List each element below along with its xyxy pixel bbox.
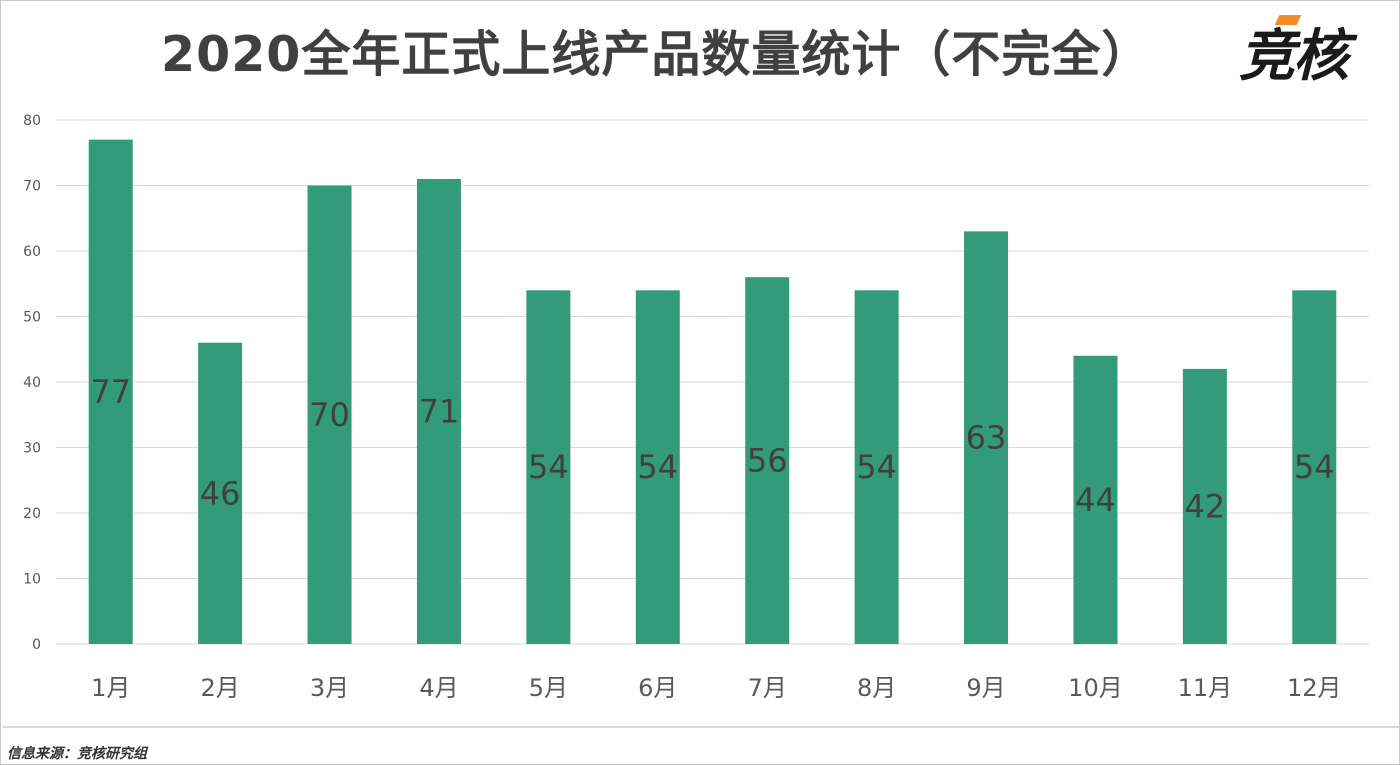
logo-text: 竞核: [1239, 24, 1349, 89]
bar: [198, 342, 243, 644]
y-tick-label: 50: [23, 310, 41, 326]
x-category-label: 11月: [1178, 674, 1233, 702]
x-category-label: 4月: [419, 674, 458, 702]
data-label: 54: [1294, 448, 1335, 486]
x-category-label: 5月: [529, 674, 568, 702]
data-label: 44: [1075, 481, 1116, 519]
y-tick-label: 30: [23, 441, 41, 457]
y-tick-label: 80: [23, 113, 41, 129]
data-label: 70: [309, 396, 350, 434]
x-category-label: 10月: [1068, 674, 1123, 702]
y-tick-label: 20: [23, 506, 41, 522]
bar: [307, 185, 352, 644]
x-category-label: 7月: [748, 674, 787, 702]
bar-chart: 0 10 20 30 40 50 60 70 80 77 1月 46 2月 70 3月 71 4月 54 5月 54 6…: [23, 113, 1369, 702]
data-label: 46: [200, 474, 241, 512]
bar: [745, 277, 790, 644]
bar: [635, 290, 680, 644]
data-label: 77: [90, 373, 131, 411]
brand-logo: 竞核: [1239, 11, 1389, 89]
data-label: 54: [856, 448, 897, 486]
bar: [416, 178, 461, 644]
y-tick-label: 10: [23, 572, 41, 588]
bar: [1073, 355, 1118, 644]
x-category-label: 6月: [638, 674, 677, 702]
data-label: 71: [419, 392, 460, 430]
bar: [526, 290, 571, 644]
bar: [1292, 290, 1337, 644]
x-category-label: 12月: [1287, 674, 1342, 702]
bar: [88, 139, 133, 644]
y-tick-label: 60: [23, 244, 41, 260]
x-category-label: 1月: [91, 674, 130, 702]
x-category-label: 8月: [857, 674, 896, 702]
x-category-label: 2月: [200, 674, 239, 702]
x-category-label: 3月: [310, 674, 349, 702]
source-note: 信息来源：竞核研究组: [7, 746, 147, 762]
data-label: 42: [1185, 487, 1226, 525]
logo-accent-mark: [1274, 15, 1302, 25]
bar: [1182, 368, 1227, 644]
y-tick-label: 70: [23, 179, 41, 195]
data-label: 54: [637, 448, 678, 486]
bar: [964, 231, 1009, 644]
y-tick-label: 40: [23, 375, 41, 391]
bar: [854, 290, 899, 644]
data-label: 56: [747, 442, 788, 480]
data-label: 54: [528, 448, 569, 486]
data-label: 63: [966, 419, 1007, 457]
y-tick-label: 0: [32, 637, 41, 653]
x-category-label: 9月: [966, 674, 1005, 702]
chart-title: 2020全年正式上线产品数量统计（不完全）: [161, 26, 1152, 83]
footer-divider: [3, 726, 1399, 728]
